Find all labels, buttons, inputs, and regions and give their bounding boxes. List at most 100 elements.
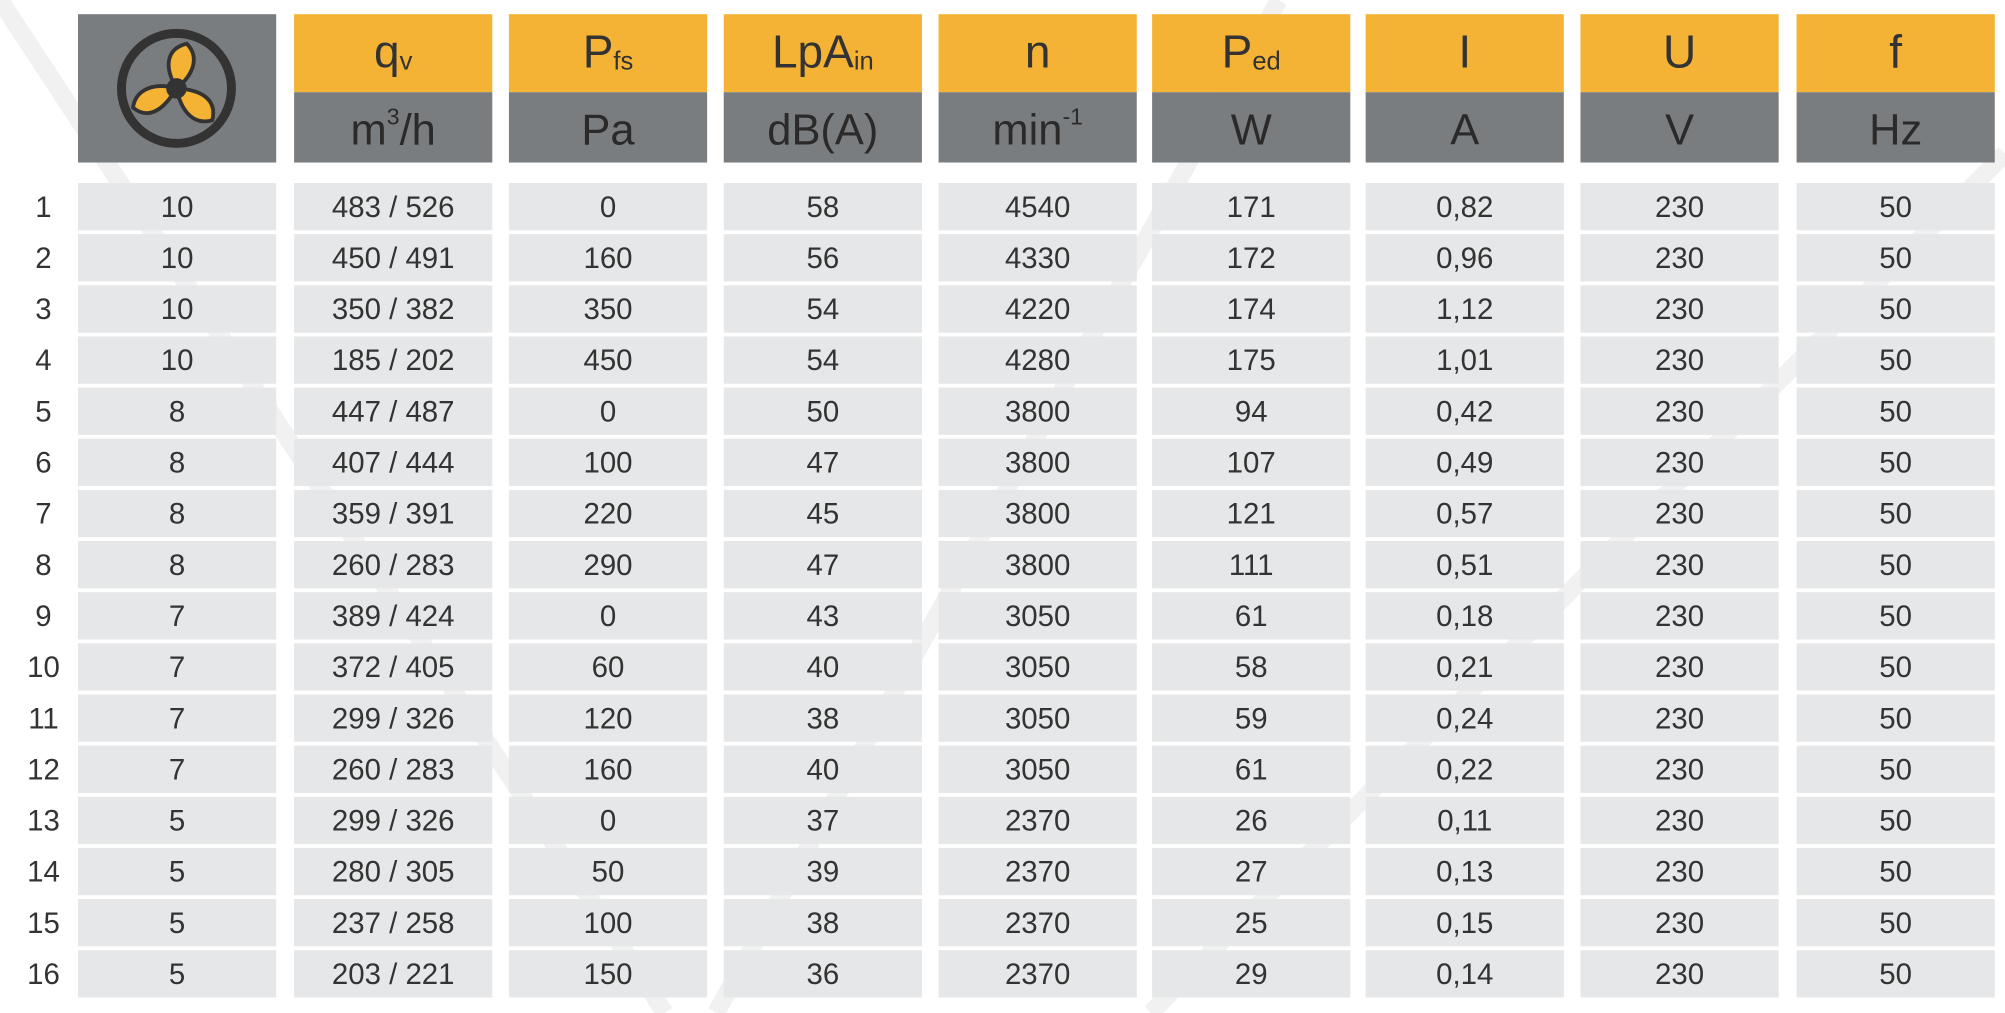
cell-background [78,745,277,793]
cell-background [508,387,708,435]
cell-background [938,694,1137,742]
cell-background [78,694,277,742]
cell-background [1365,745,1564,793]
cell-value: 0,49 [1436,447,1493,480]
cell-background [78,387,277,435]
cell-background [508,745,708,793]
row-number: 2 [35,242,51,275]
row-number: 14 [27,856,60,889]
cell-background [1365,796,1564,845]
header-symbol-cell [1580,14,1779,93]
cell-value: 5 [169,907,185,940]
cell-value: 0,42 [1436,395,1493,428]
unit-text: W [1231,107,1272,155]
cell-background [508,336,708,384]
header-symbol: qv [374,25,413,77]
cell-value: 290 [583,549,632,582]
cell-value: 58 [1235,651,1268,684]
cell-background [938,438,1137,487]
header-unit-cell [723,92,922,163]
symbol-text: P [1222,25,1253,77]
header-unit: V [1665,107,1694,155]
cell-value: 0,57 [1436,498,1493,531]
row-number: 11 [28,702,59,735]
cell-background [1152,182,1351,231]
cell-background [723,745,922,793]
cell-background [1152,541,1351,589]
cell-background [1152,847,1351,896]
cell-value: 230 [1655,242,1704,275]
cell-value: 175 [1227,344,1276,377]
cell-background [723,182,922,231]
cell-value: 447 / 487 [332,395,455,428]
row-number: 15 [27,907,60,940]
cell-background [723,950,922,998]
cell-value: 40 [806,651,839,684]
cell-value: 45 [806,498,839,531]
cell-value: 260 / 283 [332,753,455,786]
cell-background [78,899,277,947]
row-number: 10 [27,651,60,684]
header-symbol-cell [723,14,922,93]
cell-background [1152,489,1351,538]
cell-value: 2370 [1005,856,1070,889]
cell-value: 43 [806,600,839,633]
cell-value: 230 [1655,753,1704,786]
symbol-text: P [583,25,614,77]
header-symbol: U [1663,25,1696,77]
cell-background [78,234,277,282]
cell-background [294,182,493,231]
cell-background [78,182,277,231]
cell-background [78,592,277,640]
header-symbol-cell [508,14,708,93]
cell-background [294,285,493,333]
cell-value: 4540 [1005,191,1070,224]
cell-background [938,182,1137,231]
cell-background [1580,643,1779,691]
header-unit-cell [938,92,1137,163]
cell-value: 3050 [1005,651,1070,684]
cell-background [1796,285,1995,333]
symbol-subscript: fs [613,48,633,76]
row-number: 13 [27,805,60,838]
header-unit-cell [1152,92,1351,163]
cell-background [1796,234,1995,282]
header-unit-cell [1796,92,1995,163]
cell-value: 54 [806,293,839,326]
cell-value: 50 [1879,907,1912,940]
cell-background [723,694,922,742]
cell-value: 237 / 258 [332,907,455,940]
header-symbol: n [1025,25,1051,77]
cell-value: 107 [1227,447,1276,480]
cell-value: 3800 [1005,498,1070,531]
cell-background [508,234,708,282]
cell-value: 2370 [1005,958,1070,991]
cell-background [508,489,708,538]
symbol-subscript: in [854,48,874,76]
cell-value: 56 [806,242,839,275]
unit-tail: /h [400,107,436,155]
cell-background [1580,899,1779,947]
cell-background [938,899,1137,947]
row-number: 4 [35,344,51,377]
cell-background [508,541,708,589]
cell-background [294,950,493,998]
cell-value: 50 [1879,600,1912,633]
unit-text: Hz [1869,107,1922,155]
cell-background [1365,182,1564,231]
cell-background [1580,592,1779,640]
cell-background [294,694,493,742]
cell-value: 407 / 444 [332,447,455,480]
header-unit: min-1 [992,104,1082,155]
cell-value: 5 [169,856,185,889]
cell-background [1796,182,1995,231]
header-unit: W [1231,107,1272,155]
cell-background [78,950,277,998]
cell-value: 230 [1655,395,1704,428]
cell-background [1580,694,1779,742]
cell-background [723,796,922,845]
cell-value: 5 [169,958,185,991]
unit-superscript: -1 [1062,104,1082,130]
cell-value: 0,51 [1436,549,1493,582]
